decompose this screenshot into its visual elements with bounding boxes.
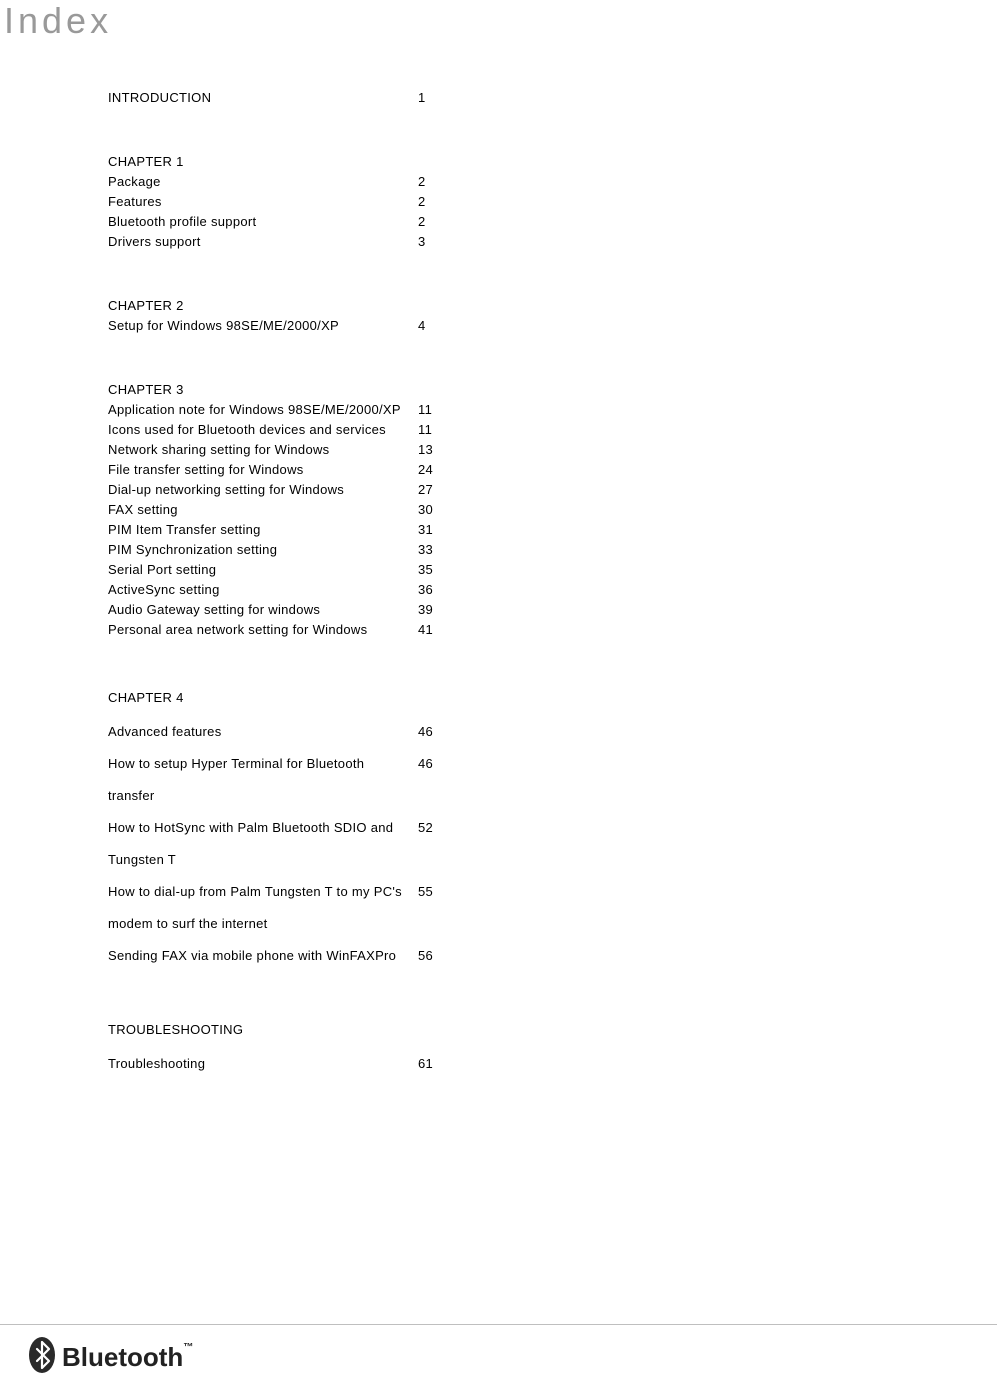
index-label: Icons used for Bluetooth devices and ser… xyxy=(108,420,386,440)
chapter-heading: CHAPTER 1 xyxy=(108,152,458,172)
chapter-heading: CHAPTER 3 xyxy=(108,380,458,400)
index-page-number: 41 xyxy=(418,620,458,640)
index-row: Bluetooth profile support 2 xyxy=(108,212,458,232)
index-row: INTRODUCTION 1 xyxy=(108,88,458,108)
page: Index INTRODUCTION 1 CHAPTER 1 Package 2… xyxy=(0,0,997,1385)
index-label: ActiveSync setting xyxy=(108,580,220,600)
index-row: FAX setting 30 xyxy=(108,500,458,520)
index-label: FAX setting xyxy=(108,500,178,520)
index-label: Bluetooth profile support xyxy=(108,212,256,232)
section-chapter-3: CHAPTER 3 Application note for Windows 9… xyxy=(108,380,458,640)
chapter-heading: TROUBLESHOOTING xyxy=(108,1016,458,1044)
index-row: Network sharing setting for Windows 13 xyxy=(108,440,458,460)
index-label: Audio Gateway setting for windows xyxy=(108,600,320,620)
bluetooth-logo-text: Bluetooth™ xyxy=(62,1342,193,1373)
index-label: Advanced features xyxy=(108,716,222,748)
index-row: PIM Synchronization setting 33 xyxy=(108,540,458,560)
index-label: INTRODUCTION xyxy=(108,88,211,108)
index-row: How to setup Hyper Terminal for Bluetoot… xyxy=(108,748,458,812)
section-chapter-4: CHAPTER 4 Advanced features 46 How to se… xyxy=(108,684,458,972)
index-page-number: 33 xyxy=(418,540,458,560)
index-page-number: 35 xyxy=(418,560,458,580)
index-page-number: 52 xyxy=(418,812,458,876)
index-page-number: 27 xyxy=(418,480,458,500)
index-content: INTRODUCTION 1 CHAPTER 1 Package 2 Featu… xyxy=(108,88,458,1124)
section-introduction: INTRODUCTION 1 xyxy=(108,88,458,108)
index-row: Features 2 xyxy=(108,192,458,212)
index-page-number: 2 xyxy=(418,172,458,192)
section-chapter-2: CHAPTER 2 Setup for Windows 98SE/ME/2000… xyxy=(108,296,458,336)
section-chapter-1: CHAPTER 1 Package 2 Features 2 Bluetooth… xyxy=(108,152,458,252)
index-row: Icons used for Bluetooth devices and ser… xyxy=(108,420,458,440)
index-label: PIM Synchronization setting xyxy=(108,540,277,560)
index-label: Application note for Windows 98SE/ME/200… xyxy=(108,400,401,420)
index-label: Network sharing setting for Windows xyxy=(108,440,329,460)
index-label: Personal area network setting for Window… xyxy=(108,620,367,640)
index-label: Sending FAX via mobile phone with WinFAX… xyxy=(108,940,396,972)
index-page-number: 39 xyxy=(418,600,458,620)
index-page-number: 13 xyxy=(418,440,458,460)
index-page-number: 56 xyxy=(418,940,458,972)
index-row: How to dial-up from Palm Tungsten T to m… xyxy=(108,876,458,940)
index-label: PIM Item Transfer setting xyxy=(108,520,261,540)
page-title: Index xyxy=(4,0,112,42)
bluetooth-word: Bluetooth xyxy=(62,1342,183,1372)
index-row: PIM Item Transfer setting 31 xyxy=(108,520,458,540)
index-page-number: 46 xyxy=(418,716,458,748)
index-page-number: 24 xyxy=(418,460,458,480)
index-page-number: 46 xyxy=(418,748,458,812)
index-label: How to setup Hyper Terminal for Bluetoot… xyxy=(108,748,408,812)
index-label: Dial-up networking setting for Windows xyxy=(108,480,344,500)
index-label: How to dial-up from Palm Tungsten T to m… xyxy=(108,876,408,940)
index-row: Troubleshooting 61 xyxy=(108,1048,458,1080)
index-label: Setup for Windows 98SE/ME/2000/XP xyxy=(108,316,339,336)
index-page-number: 2 xyxy=(418,192,458,212)
index-label: Serial Port setting xyxy=(108,560,216,580)
index-row: Serial Port setting 35 xyxy=(108,560,458,580)
index-row: ActiveSync setting 36 xyxy=(108,580,458,600)
footer-divider xyxy=(0,1324,997,1325)
index-page-number: 55 xyxy=(418,876,458,940)
bluetooth-icon xyxy=(28,1336,56,1379)
index-row: Audio Gateway setting for windows 39 xyxy=(108,600,458,620)
index-label: File transfer setting for Windows xyxy=(108,460,304,480)
index-page-number: 2 xyxy=(418,212,458,232)
index-label: Troubleshooting xyxy=(108,1048,205,1080)
index-row: Package 2 xyxy=(108,172,458,192)
index-row: File transfer setting for Windows 24 xyxy=(108,460,458,480)
index-row: Application note for Windows 98SE/ME/200… xyxy=(108,400,458,420)
index-label: Features xyxy=(108,192,162,212)
index-page-number: 4 xyxy=(418,316,458,336)
index-row: Setup for Windows 98SE/ME/2000/XP 4 xyxy=(108,316,458,336)
index-row: How to HotSync with Palm Bluetooth SDIO … xyxy=(108,812,458,876)
index-page-number: 36 xyxy=(418,580,458,600)
index-page-number: 30 xyxy=(418,500,458,520)
index-label: Drivers support xyxy=(108,232,201,252)
index-row: Drivers support 3 xyxy=(108,232,458,252)
index-page-number: 11 xyxy=(418,420,458,440)
index-page-number: 61 xyxy=(418,1048,458,1080)
index-page-number: 31 xyxy=(418,520,458,540)
index-row: Sending FAX via mobile phone with WinFAX… xyxy=(108,940,458,972)
index-row: Advanced features 46 xyxy=(108,716,458,748)
index-row: Dial-up networking setting for Windows 2… xyxy=(108,480,458,500)
index-label: How to HotSync with Palm Bluetooth SDIO … xyxy=(108,812,408,876)
index-row: Personal area network setting for Window… xyxy=(108,620,458,640)
section-troubleshooting: TROUBLESHOOTING Troubleshooting 61 xyxy=(108,1016,458,1080)
index-page-number: 11 xyxy=(418,400,458,420)
chapter-heading: CHAPTER 2 xyxy=(108,296,458,316)
index-label: Package xyxy=(108,172,161,192)
trademark-symbol: ™ xyxy=(183,1342,193,1353)
index-page-number: 3 xyxy=(418,232,458,252)
chapter-heading: CHAPTER 4 xyxy=(108,684,458,712)
bluetooth-logo: Bluetooth™ xyxy=(28,1336,193,1379)
index-page-number: 1 xyxy=(418,88,458,108)
